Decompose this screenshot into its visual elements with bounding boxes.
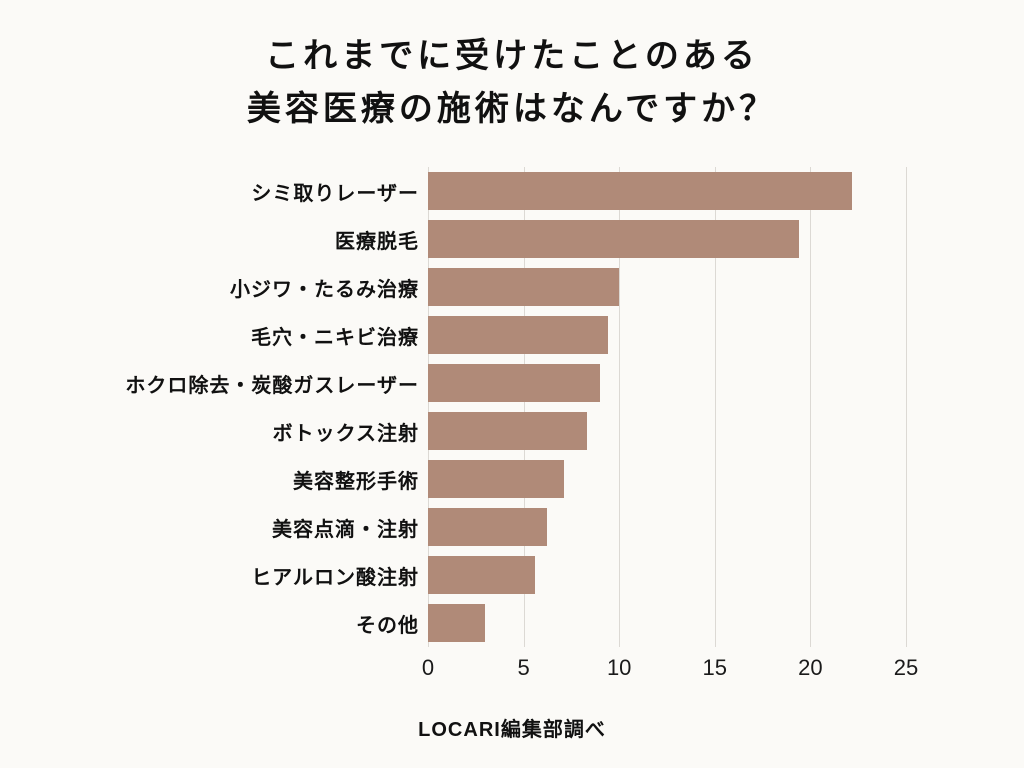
bar (428, 460, 564, 499)
grid-line (523, 167, 525, 648)
bar-chart: シミ取りレーザー医療脱毛小ジワ・たるみ治療毛穴・ニキビ治療ホクロ除去・炭酸ガスレ… (0, 167, 1024, 648)
category-label: 美容整形手術 (293, 470, 419, 493)
chart-title-line1: これまでに受けたことのある (265, 37, 759, 75)
grid-line (428, 167, 429, 648)
bar (428, 604, 486, 643)
category-label: 小ジワ・たるみ治療 (230, 278, 419, 301)
bar-row (428, 263, 948, 311)
bar-row (428, 407, 948, 455)
category-label: ホクロ除去・炭酸ガスレーザー (125, 374, 419, 397)
x-tick-label: 20 (798, 655, 823, 681)
bar-row (428, 551, 948, 599)
category-label: シミ取りレーザー (251, 182, 419, 205)
bar (428, 508, 547, 547)
bar (428, 316, 608, 355)
category-label: ヒアルロン酸注射 (251, 566, 419, 589)
grid-line (906, 167, 907, 648)
grid-line (714, 167, 716, 648)
x-tick-label: 10 (606, 655, 632, 681)
bar (428, 412, 587, 451)
category-label: ボトックス注射 (272, 422, 419, 445)
grid-line (810, 167, 812, 648)
chart-title-line2: 美容医療の施術はなんですか？ (246, 89, 778, 128)
x-axis-ticks: 0 5 10 15 20 25 (422, 655, 948, 687)
source-caption: LOCARI編集部調べ (418, 719, 606, 742)
category-label: 毛穴・ニキビ治療 (251, 326, 419, 349)
chart-title: これまでに受けたことのある 美容医療の施術はなんですか？ (0, 0, 1024, 135)
bar-row (428, 503, 948, 551)
bar (428, 220, 799, 259)
bar-row (428, 311, 948, 359)
bar-row (428, 455, 948, 503)
category-label: その他 (356, 614, 419, 637)
bar-row (428, 599, 948, 647)
x-tick-label: 15 (702, 655, 728, 681)
bar (428, 364, 601, 403)
bar (428, 556, 536, 595)
bar-row (428, 167, 948, 215)
bar-row (428, 359, 948, 407)
bar (428, 172, 853, 211)
category-label: 美容点滴・注射 (272, 518, 419, 541)
grid-line (619, 167, 621, 648)
category-labels: シミ取りレーザー医療脱毛小ジワ・たるみ治療毛穴・ニキビ治療ホクロ除去・炭酸ガスレ… (0, 167, 428, 647)
x-axis-spacer (0, 655, 428, 687)
x-tick-label: 5 (517, 655, 530, 681)
bar-row (428, 215, 948, 263)
x-tick-label: 25 (893, 655, 919, 681)
bars-container (428, 167, 948, 647)
x-tick-label: 0 (421, 655, 435, 681)
plot-area (428, 167, 948, 648)
bar (428, 268, 620, 307)
x-axis: 0 5 10 15 20 25 (0, 655, 1024, 687)
category-label: 医療脱毛 (335, 230, 419, 253)
